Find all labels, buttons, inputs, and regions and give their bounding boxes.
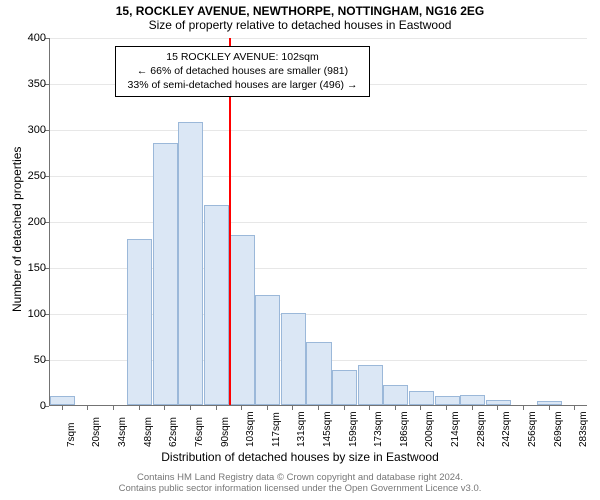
x-tick-label: 173sqm — [373, 411, 384, 447]
x-tick-mark — [292, 406, 293, 410]
x-tick-label: 117sqm — [271, 412, 282, 447]
x-tick-label: 214sqm — [450, 411, 461, 447]
histogram-bar — [255, 295, 280, 405]
x-tick-mark — [472, 406, 473, 410]
histogram-bar — [306, 342, 331, 405]
y-tick-label: 250 — [28, 170, 46, 182]
x-tick-label: 256sqm — [527, 411, 538, 447]
histogram-bar — [460, 395, 485, 405]
x-tick-mark — [190, 406, 191, 410]
y-gridline — [50, 176, 587, 177]
x-tick-mark — [523, 406, 524, 410]
y-tick-label: 150 — [28, 262, 46, 274]
x-tick-mark — [395, 406, 396, 410]
x-tick-label: 159sqm — [348, 411, 359, 447]
chart-title-block: 15, ROCKLEY AVENUE, NEWTHORPE, NOTTINGHA… — [0, 0, 600, 32]
x-tick-label: 269sqm — [553, 411, 564, 447]
y-gridline — [50, 130, 587, 131]
x-tick-mark — [497, 406, 498, 410]
histogram-bar — [178, 122, 203, 405]
y-tick-label: 300 — [28, 124, 46, 136]
histogram-bar — [281, 313, 306, 405]
x-tick-mark — [369, 406, 370, 410]
x-tick-mark — [420, 406, 421, 410]
x-tick-mark — [216, 406, 217, 410]
histogram-bar — [332, 370, 357, 405]
x-tick-label: 228sqm — [476, 411, 487, 447]
chart-title-line1: 15, ROCKLEY AVENUE, NEWTHORPE, NOTTINGHA… — [0, 4, 600, 18]
x-tick-mark — [113, 406, 114, 410]
x-tick-mark — [267, 406, 268, 410]
y-tick-label: 50 — [34, 354, 46, 366]
x-tick-label: 7sqm — [66, 423, 77, 447]
histogram-bar — [435, 396, 460, 405]
annotation-line1: 15 ROCKLEY AVENUE: 102sqm — [122, 50, 363, 64]
y-tick-label: 200 — [28, 216, 46, 228]
annotation-box: 15 ROCKLEY AVENUE: 102sqm ← 66% of detac… — [115, 46, 370, 97]
histogram-bar — [127, 239, 152, 405]
x-tick-label: 90sqm — [220, 417, 231, 447]
histogram-bar — [486, 400, 511, 405]
histogram-bar — [153, 143, 178, 405]
y-axis-label: Number of detached properties — [10, 147, 24, 312]
y-gridline — [50, 38, 587, 39]
x-tick-label: 283sqm — [578, 411, 589, 447]
x-tick-label: 62sqm — [168, 417, 179, 447]
x-tick-label: 76sqm — [194, 417, 205, 447]
x-tick-mark — [139, 406, 140, 410]
footer-line1: Contains HM Land Registry data © Crown c… — [0, 472, 600, 483]
x-tick-mark — [241, 406, 242, 410]
y-tick-label: 350 — [28, 78, 46, 90]
x-tick-mark — [549, 406, 550, 410]
annotation-line3: 33% of semi-detached houses are larger (… — [122, 78, 363, 92]
x-tick-label: 186sqm — [399, 411, 410, 447]
x-tick-mark — [318, 406, 319, 410]
x-tick-mark — [164, 406, 165, 410]
histogram-bar — [204, 205, 229, 405]
x-tick-mark — [344, 406, 345, 410]
x-tick-label: 20sqm — [91, 417, 102, 447]
histogram-bar — [409, 391, 434, 405]
annotation-line2: ← 66% of detached houses are smaller (98… — [122, 64, 363, 78]
x-tick-label: 145sqm — [322, 411, 333, 447]
chart-title-line2: Size of property relative to detached ho… — [0, 18, 600, 32]
histogram-bar — [537, 401, 562, 405]
x-tick-label: 48sqm — [143, 417, 154, 447]
histogram-bar — [383, 385, 408, 405]
y-tick-label: 400 — [28, 32, 46, 44]
x-tick-mark — [446, 406, 447, 410]
histogram-bar — [358, 365, 383, 405]
x-tick-label: 242sqm — [501, 411, 512, 447]
x-tick-label: 34sqm — [117, 417, 128, 447]
x-tick-mark — [62, 406, 63, 410]
histogram-bar — [50, 396, 75, 405]
footer-line2: Contains public sector information licen… — [0, 483, 600, 494]
y-gridline — [50, 222, 587, 223]
histogram-bar — [230, 235, 255, 405]
x-tick-mark — [574, 406, 575, 410]
x-tick-label: 103sqm — [245, 411, 256, 447]
y-tick-label: 100 — [28, 308, 46, 320]
y-tick-label: 0 — [40, 400, 46, 412]
footer-note: Contains HM Land Registry data © Crown c… — [0, 472, 600, 495]
x-tick-mark — [87, 406, 88, 410]
x-tick-label: 131sqm — [296, 411, 307, 447]
x-tick-label: 200sqm — [424, 411, 435, 447]
x-axis-label: Distribution of detached houses by size … — [0, 450, 600, 464]
